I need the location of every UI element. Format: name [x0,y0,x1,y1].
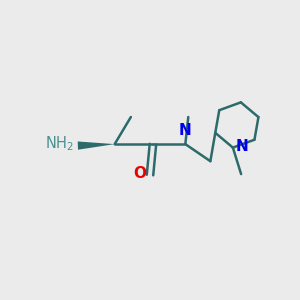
Text: NH$_2$: NH$_2$ [45,134,74,153]
Polygon shape [78,142,115,150]
Text: N: N [179,123,192,138]
Text: O: O [134,166,146,181]
Text: N: N [236,139,249,154]
